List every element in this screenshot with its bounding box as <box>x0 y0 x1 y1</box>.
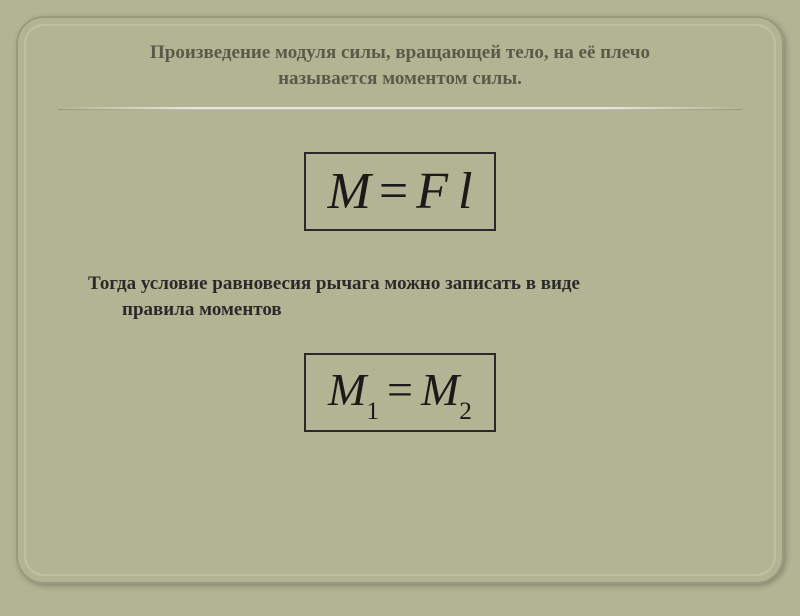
formula-1: M=Fl <box>328 163 473 220</box>
f2-equals: = <box>379 364 421 415</box>
f2-lhs-sym: M <box>328 364 366 415</box>
f2-rhs-sym: M <box>421 364 459 415</box>
f2-rhs-sub: 2 <box>459 397 472 425</box>
header-divider <box>58 107 742 110</box>
formula-2: M1=M2 <box>328 364 472 415</box>
slide-header: Произведение модуля силы, вращающей тело… <box>18 18 782 101</box>
f1-rhs-l: l <box>458 163 472 220</box>
body-line-1: Тогда условие равновесия рычага можно за… <box>88 271 712 297</box>
f1-rhs-F: F <box>416 163 448 220</box>
f1-equals: = <box>371 163 416 220</box>
formula-1-box: M=Fl <box>304 152 497 231</box>
slide-frame: Произведение модуля силы, вращающей тело… <box>16 16 784 584</box>
body-line-2: правила моментов <box>88 297 712 323</box>
f1-lhs: M <box>328 163 371 220</box>
formula-1-wrap: M=Fl <box>18 152 782 231</box>
formula-2-box: M1=M2 <box>304 353 496 432</box>
header-line-2: называется моментом силы. <box>278 68 522 89</box>
f2-lhs-sub: 1 <box>366 397 379 425</box>
formula-2-wrap: M1=M2 <box>18 353 782 432</box>
header-line-1: Произведение модуля силы, вращающей тело… <box>150 42 650 63</box>
body-text: Тогда условие равновесия рычага можно за… <box>18 231 782 322</box>
